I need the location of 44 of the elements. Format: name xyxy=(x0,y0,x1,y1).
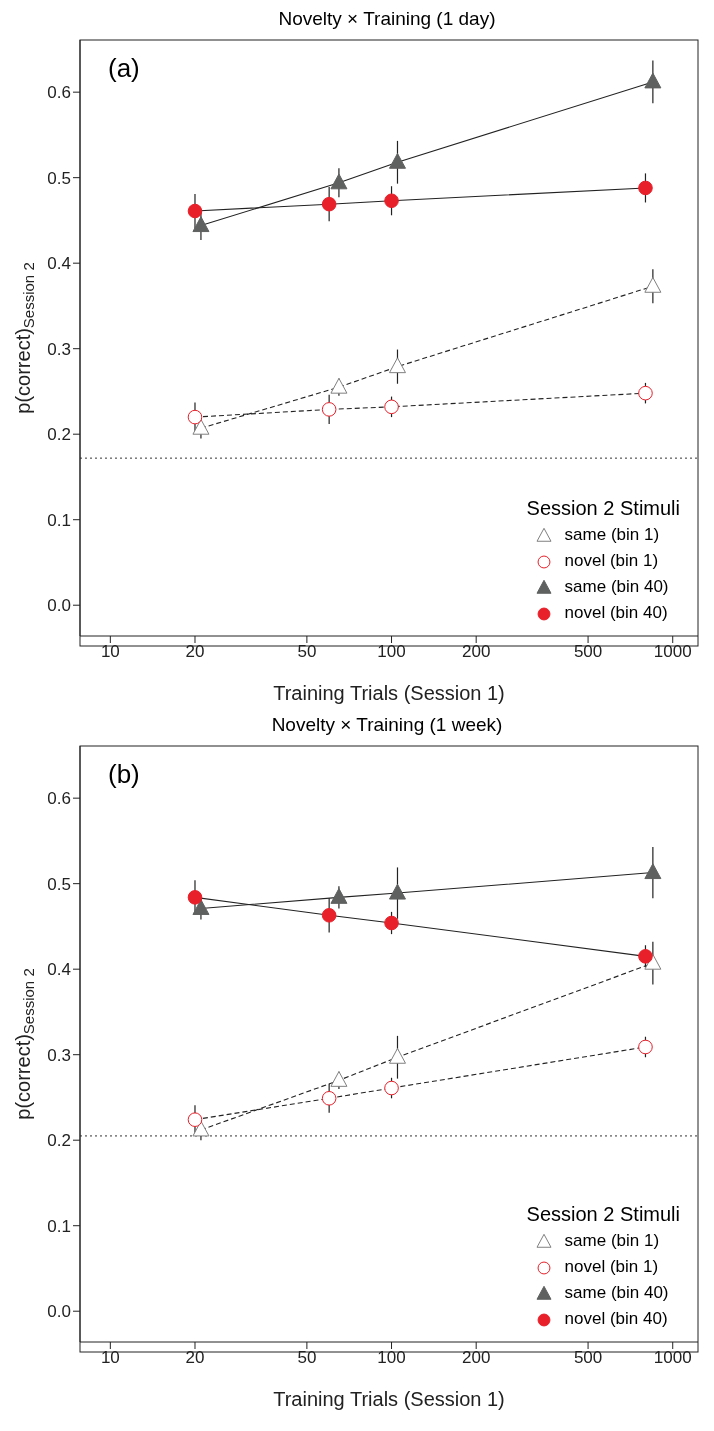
y-tick-label: 0.1 xyxy=(47,510,71,530)
y-tick-label: 0.3 xyxy=(47,1045,71,1065)
y-tick-label: 0.0 xyxy=(47,596,71,616)
x-tick-label: 200 xyxy=(461,1348,491,1368)
y-tick-label: 0.6 xyxy=(47,789,71,809)
y-tick-label: 0.3 xyxy=(47,339,71,359)
y-tick-label: 0.4 xyxy=(47,960,71,980)
legend-label: novel (bin 40) xyxy=(564,602,668,624)
legend-label: same (bin 40) xyxy=(564,576,669,598)
x-tick-label: 20 xyxy=(185,642,205,662)
legend-title: Session 2 Stimuli xyxy=(526,497,680,520)
x-tick-label: 50 xyxy=(297,1348,317,1368)
legend-title: Session 2 Stimuli xyxy=(526,1203,680,1226)
x-tick-label: 1000 xyxy=(653,642,692,662)
annotation: (a) xyxy=(108,53,140,84)
x-tick-label: 100 xyxy=(377,1348,406,1368)
y-tick-label: 0.6 xyxy=(47,83,71,103)
x-tick-label: 500 xyxy=(573,642,603,662)
x-tick-label: 500 xyxy=(573,1348,603,1368)
x-axis-title: Training Trials (Session 1) xyxy=(273,1388,505,1410)
y-tick-label: 0.4 xyxy=(47,254,71,274)
chart-title: Novelty × Training (1 day) xyxy=(277,8,497,31)
x-tick-label: 20 xyxy=(185,1348,205,1368)
legend-label: same (bin 40) xyxy=(564,1282,669,1304)
legend-label: same (bin 1) xyxy=(564,1230,660,1252)
y-tick-label: 0.2 xyxy=(47,425,71,445)
x-tick-label: 100 xyxy=(377,642,406,662)
x-tick-label: 200 xyxy=(461,642,491,662)
y-tick-label: 0.2 xyxy=(47,1131,71,1151)
x-axis-title: Training Trials (Session 1) xyxy=(273,682,505,704)
legend-label: novel (bin 1) xyxy=(564,1256,659,1278)
legend-label: same (bin 1) xyxy=(564,524,660,546)
legend-label: novel (bin 1) xyxy=(564,550,659,572)
chart-title: Novelty × Training (1 week) xyxy=(270,714,504,737)
x-tick-label: 10 xyxy=(100,642,120,662)
y-tick-label: 0.5 xyxy=(47,874,71,894)
y-tick-label: 0.1 xyxy=(47,1216,71,1236)
y-tick-label: 0.5 xyxy=(47,168,71,188)
y-tick-label: 0.0 xyxy=(47,1302,71,1322)
annotation: (b) xyxy=(108,759,140,790)
legend-label: novel (bin 40) xyxy=(564,1308,668,1330)
x-tick-label: 50 xyxy=(297,642,317,662)
x-tick-label: 1000 xyxy=(653,1348,692,1368)
x-tick-label: 10 xyxy=(100,1348,120,1368)
